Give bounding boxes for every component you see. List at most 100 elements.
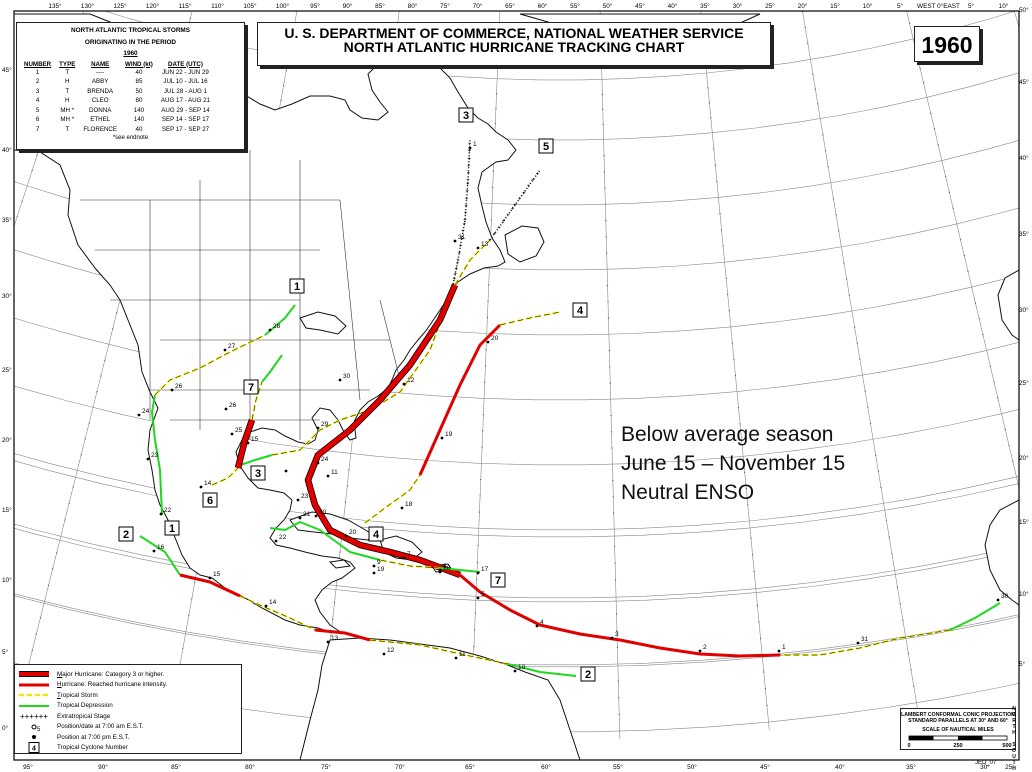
date-label: 18 xyxy=(443,565,451,572)
storm-number-label: 7 xyxy=(248,382,254,394)
date-label: 31 xyxy=(861,636,869,643)
ext-mark: + xyxy=(463,218,467,224)
track-ts-edge xyxy=(211,467,239,486)
ext-mark: + xyxy=(463,222,467,228)
track-segment-major xyxy=(235,419,255,469)
top-lon-label: 10° xyxy=(999,2,1009,10)
season-note-line-2: June 15 – November 15 xyxy=(621,452,846,475)
date-label: 11 xyxy=(331,469,338,476)
position-dot xyxy=(372,571,376,575)
table-cell: 1 xyxy=(35,68,40,76)
date-label: 27 xyxy=(228,343,236,350)
track-segment-hurricane xyxy=(314,628,371,642)
legend-symbol-ext: ++++++ xyxy=(19,712,49,720)
storm-number-box xyxy=(250,465,266,481)
legend-sample-number: 4 xyxy=(32,746,36,753)
north-america-coast xyxy=(14,13,517,634)
ext-mark: + xyxy=(467,171,471,177)
bottom-lon-label: 40° xyxy=(835,763,845,771)
top-lon-label: 10° xyxy=(863,2,873,10)
left-lat-label: 0° xyxy=(2,724,9,732)
storm-number-label: 3 xyxy=(255,468,261,480)
ext-mark: + xyxy=(456,261,460,267)
position-dot xyxy=(476,571,480,575)
position-dot xyxy=(453,239,457,243)
legend-label: Extratropical Stage xyxy=(57,713,110,720)
storm-number-box xyxy=(572,302,588,318)
ext-mark: + xyxy=(461,229,465,235)
top-lon-label: 100° xyxy=(276,2,290,10)
legend-item-num: 4 Tropical Cyclone Number xyxy=(19,742,241,754)
table-row: 5 MH * DONNA 140 AUG 29 - SEP 14 xyxy=(20,106,214,116)
ext-mark: + xyxy=(465,196,469,202)
track-segment-td xyxy=(269,521,381,561)
storm-number-label: 1 xyxy=(169,523,175,535)
position-dot xyxy=(402,556,406,560)
bottom-lon-label: 25° xyxy=(1005,763,1015,771)
legend-label: Tropical Depression xyxy=(57,702,113,709)
track-segment-hurricane xyxy=(179,573,241,598)
title-line-2: NORTH ATLANTIC HURRICANE TRACKING CHART xyxy=(343,39,685,55)
date-label: 15 xyxy=(251,436,259,443)
storm-number-label: 6 xyxy=(207,495,213,507)
date-label: 6 xyxy=(443,563,447,570)
table-cell: 50 xyxy=(135,87,143,95)
scale-tick-0: 0 xyxy=(907,743,910,749)
right-lat-label: 30° xyxy=(1019,306,1029,314)
left-lat-label: 15° xyxy=(2,506,12,514)
date-label: 17 xyxy=(481,566,489,573)
position-dot xyxy=(298,516,302,520)
bottom-lon-label: 65° xyxy=(465,763,475,771)
season-note-line-1: Below average season xyxy=(621,423,834,446)
title-line-1: U. S. DEPARTMENT OF COMMERCE, NATIONAL W… xyxy=(284,25,744,41)
ext-mark: + xyxy=(467,156,471,162)
storm-number-label: 4 xyxy=(577,305,584,317)
position-dot xyxy=(698,649,702,653)
position-dot xyxy=(438,570,442,574)
position-dot xyxy=(438,568,442,572)
ext-mark: + xyxy=(511,207,515,213)
table-col-header: DATE (UTC) xyxy=(167,60,203,68)
position-dot xyxy=(400,506,404,510)
ext-mark: + xyxy=(456,258,460,264)
track-segment-hurricane xyxy=(459,573,781,658)
table-cell: 3 xyxy=(35,87,40,95)
top-lon-label: 35° xyxy=(700,2,710,10)
storm-track-6 xyxy=(211,354,283,486)
position-dot xyxy=(440,436,444,440)
storm-track-4 xyxy=(364,311,561,524)
europe-coast xyxy=(997,269,1019,341)
date-label: 16 xyxy=(157,544,165,551)
storm-number-label: 5 xyxy=(543,141,549,153)
date-label: 7 xyxy=(407,551,411,558)
position-dot xyxy=(777,649,781,653)
storm-number-label: 7 xyxy=(495,575,501,587)
position-dot xyxy=(468,146,472,150)
track-segment-td xyxy=(261,354,283,383)
position-dot xyxy=(208,576,212,580)
position-dot xyxy=(170,388,174,392)
scale-tick-500: 500 xyxy=(1002,743,1011,749)
position-dot xyxy=(326,474,330,478)
date-label: 26 xyxy=(175,383,183,390)
legend-symbol-major xyxy=(19,670,49,678)
date-label: 13 xyxy=(331,635,339,642)
ext-mark: + xyxy=(502,219,506,225)
ext-mark: + xyxy=(468,142,472,148)
position-dot xyxy=(513,669,517,673)
position-dot xyxy=(382,652,386,656)
legend-item-major: Major Hurricane: Category 3 or higher. xyxy=(19,669,241,680)
top-lon-label: 120° xyxy=(146,2,160,10)
storm-number-label: 2 xyxy=(585,669,591,681)
top-lon-label: 95° xyxy=(310,2,320,10)
table-cell: ABBY xyxy=(91,78,109,86)
table-col-header: NUMBER xyxy=(24,60,52,68)
track-segment-td xyxy=(264,304,296,336)
legend-symbol-num: 4 xyxy=(19,742,49,754)
track-ts-edge xyxy=(154,334,266,396)
storm-track-2 xyxy=(139,535,577,677)
position-dot xyxy=(476,246,480,250)
top-lon-label: 25° xyxy=(765,2,775,10)
